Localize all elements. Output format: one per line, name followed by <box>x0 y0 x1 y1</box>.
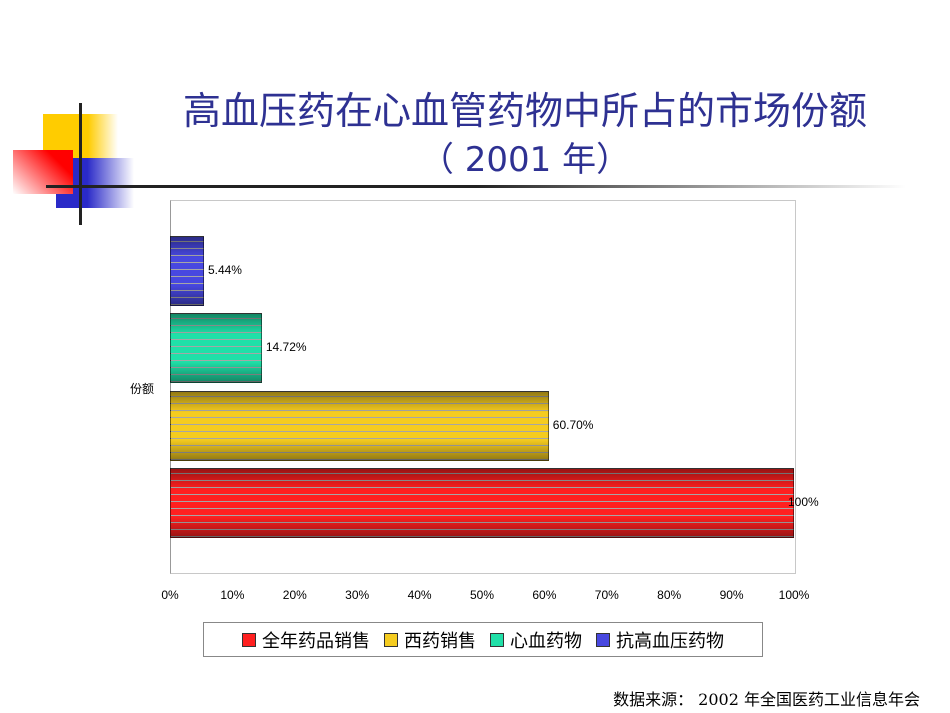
data-label: 100% <box>788 495 819 509</box>
legend-label: 全年药品销售 <box>262 630 370 652</box>
x-tick-label: 70% <box>594 588 619 602</box>
x-tick-label: 10% <box>220 588 245 602</box>
page-subtitle: （ 2001 年） <box>419 140 631 180</box>
x-tick-label: 40% <box>407 588 432 602</box>
legend-swatch <box>384 632 398 647</box>
legend-item: 抗高血压药物 <box>596 627 724 653</box>
x-tick-label: 80% <box>657 588 682 602</box>
x-tick-label: 50% <box>469 588 495 602</box>
x-tick-label: 0% <box>161 588 179 602</box>
legend-swatch <box>242 632 256 647</box>
legend-item: 心血药物 <box>490 627 582 653</box>
legend-swatch <box>490 632 504 647</box>
data-label: 60.70% <box>552 418 594 432</box>
data-label: 5.44% <box>207 263 242 277</box>
legend-label: 西药销售 <box>404 630 476 652</box>
page-title: 高血压药在心血管药物中所占的市场份额 <box>182 89 867 133</box>
x-tick-label: 100% <box>778 588 810 602</box>
x-tick-label: 60% <box>532 588 557 602</box>
legend: 全年药品销售 西药销售 心血药物 抗高血压药物 <box>203 622 763 657</box>
x-tick-label: 20% <box>282 588 307 602</box>
source-note: 数据来源： 2002 年全国医药工业信息年会 <box>613 690 920 709</box>
y-category-label: 份额 <box>130 382 155 396</box>
bar-1 <box>170 468 794 538</box>
legend-item: 西药销售 <box>384 627 476 653</box>
legend-label: 心血药物 <box>510 630 582 652</box>
legend-label: 抗高血压药物 <box>616 630 724 652</box>
bar-4 <box>170 236 204 306</box>
legend-swatch <box>596 632 610 647</box>
bar-3 <box>170 313 262 383</box>
legend-item: 全年药品销售 <box>242 627 370 653</box>
x-tick-label: 30% <box>345 588 370 602</box>
bar-2 <box>170 391 549 461</box>
plot-area <box>170 200 796 574</box>
data-label: 14.72% <box>265 340 307 354</box>
x-tick-label: 90% <box>719 588 744 602</box>
